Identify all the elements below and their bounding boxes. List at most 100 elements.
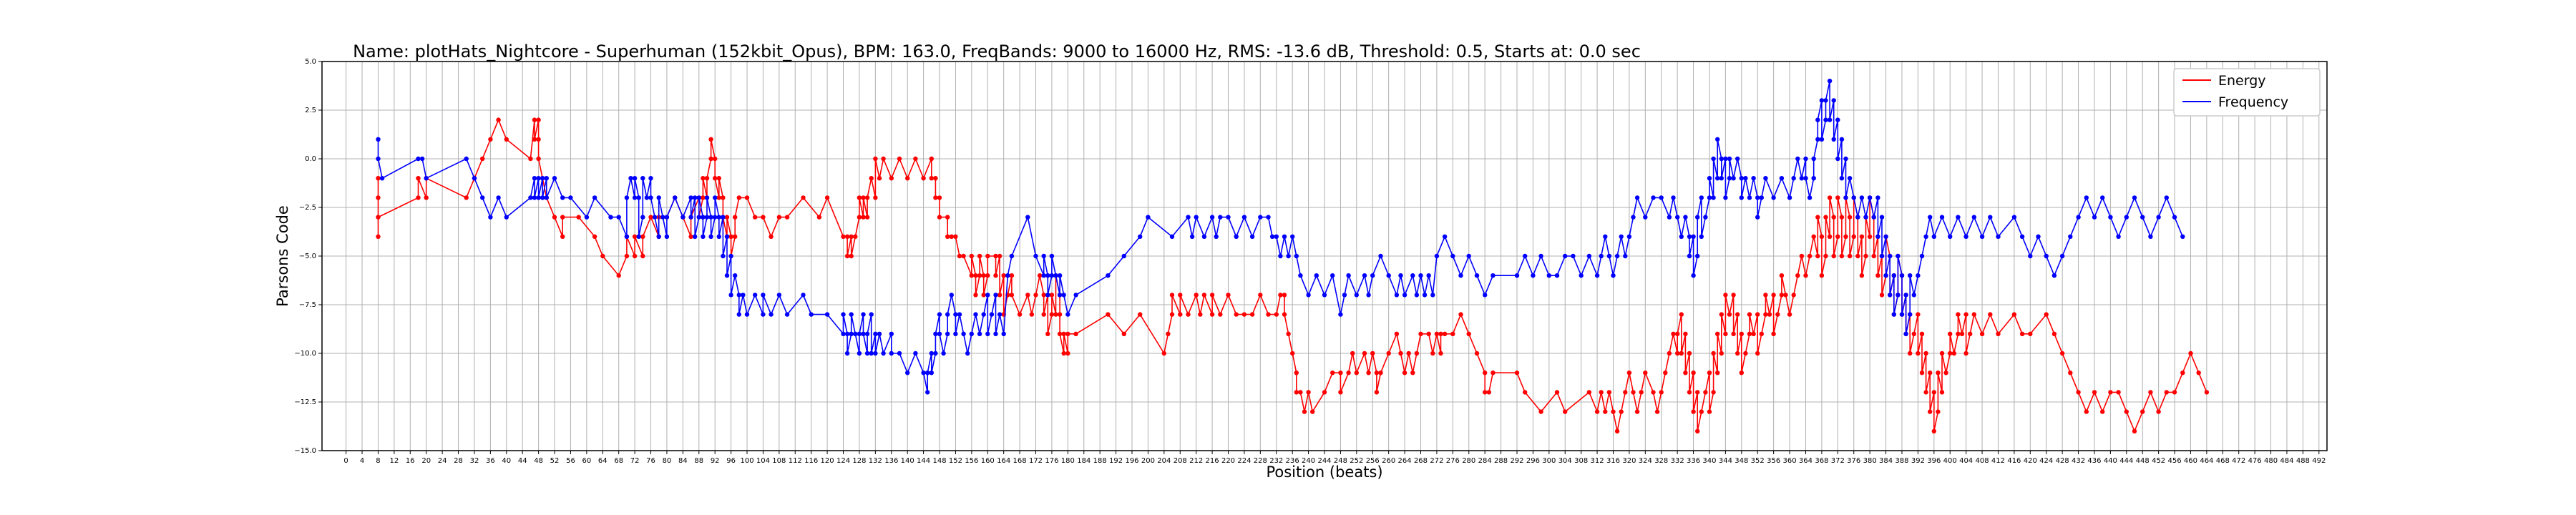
energy-data-point	[600, 253, 605, 259]
energy-data-point	[1654, 409, 1660, 414]
energy-data-point	[744, 195, 750, 200]
energy-data-point	[1386, 350, 1391, 356]
frequency-data-point	[1908, 312, 1913, 317]
energy-data-point	[933, 195, 938, 200]
energy-data-point	[1747, 312, 1752, 317]
energy-data-point	[861, 215, 866, 220]
frequency-data-point	[1414, 293, 1420, 298]
frequency-data-point	[648, 176, 653, 181]
energy-data-point	[1001, 273, 1006, 278]
frequency-data-point	[1771, 195, 1776, 200]
energy-data-point	[1483, 390, 1488, 395]
energy-data-point	[1586, 390, 1592, 395]
frequency-data-point	[704, 215, 710, 220]
energy-data-point	[1350, 350, 1355, 356]
energy-data-point	[801, 195, 806, 200]
x-tick-label: 84	[678, 457, 688, 465]
energy-data-point	[1626, 371, 1632, 376]
frequency-data-point	[1201, 234, 1207, 239]
energy-data-point	[1763, 312, 1768, 317]
frequency-data-point	[1138, 234, 1143, 239]
frequency-data-point	[736, 312, 742, 317]
frequency-data-point	[981, 312, 986, 317]
x-tick-label: 140	[901, 457, 914, 465]
energy-data-point	[1859, 273, 1865, 278]
frequency-data-point	[929, 371, 935, 376]
x-tick-label: 96	[726, 457, 736, 465]
frequency-data-point	[544, 195, 549, 200]
x-tick-label: 12	[390, 457, 399, 465]
frequency-data-point	[1121, 253, 1127, 259]
energy-data-point	[857, 215, 862, 220]
x-tick-label: 324	[1639, 457, 1652, 465]
frequency-data-point	[536, 195, 541, 200]
frequency-data-point	[1659, 195, 1664, 200]
frequency-data-point	[969, 331, 975, 336]
energy-data-point	[1623, 390, 1628, 395]
energy-data-point	[1053, 312, 1058, 317]
frequency-data-point	[1699, 195, 1704, 200]
energy-data-point	[1037, 273, 1043, 278]
energy-data-point	[873, 156, 878, 162]
frequency-data-point	[1474, 273, 1480, 278]
energy-data-point	[1683, 371, 1688, 376]
energy-data-point	[2140, 409, 2145, 414]
energy-data-point	[424, 195, 429, 200]
energy-data-point	[496, 117, 501, 122]
frequency-data-point	[1370, 273, 1375, 278]
frequency-data-point	[776, 293, 782, 298]
frequency-data-point	[877, 331, 882, 336]
frequency-data-point	[784, 312, 790, 317]
frequency-data-point	[1871, 215, 1876, 220]
frequency-data-point	[1342, 293, 1347, 298]
energy-data-point	[2044, 312, 2049, 317]
frequency-data-point	[708, 234, 713, 239]
x-tick-label: 32	[470, 457, 479, 465]
frequency-data-point	[1803, 176, 1808, 181]
x-tick-label: 356	[1767, 457, 1780, 465]
energy-data-point	[2059, 350, 2065, 356]
energy-data-point	[2164, 390, 2169, 395]
energy-data-point	[1963, 350, 1968, 356]
x-tick-label: 48	[534, 457, 543, 465]
energy-data-point	[1691, 371, 1696, 376]
x-tick-label: 76	[646, 457, 655, 465]
frequency-data-point	[532, 195, 537, 200]
x-tick-label: 332	[1671, 457, 1684, 465]
frequency-data-point	[937, 312, 942, 317]
frequency-data-point	[664, 234, 670, 239]
energy-data-point	[1727, 312, 1732, 317]
x-tick-label: 132	[869, 457, 882, 465]
frequency-data-point	[721, 215, 726, 220]
energy-data-point	[905, 176, 910, 181]
frequency-data-point	[2108, 215, 2113, 220]
energy-data-point	[1831, 215, 1836, 220]
frequency-data-point	[1269, 234, 1275, 239]
energy-data-point	[1278, 293, 1283, 298]
energy-data-point	[961, 253, 966, 259]
legend-energy-label: Energy	[2218, 73, 2266, 89]
energy-data-point	[1827, 234, 1833, 239]
energy-data-point	[1290, 350, 1295, 356]
frequency-data-point	[1634, 195, 1640, 200]
energy-data-point	[1294, 371, 1299, 376]
energy-data-point	[1739, 371, 1744, 376]
x-tick-label: 204	[1157, 457, 1171, 465]
frequency-data-point	[1963, 234, 1968, 239]
frequency-data-point	[2092, 215, 2097, 220]
x-tick-label: 456	[2168, 457, 2182, 465]
energy-data-point	[1029, 312, 1035, 317]
energy-data-point	[528, 156, 533, 162]
frequency-data-point	[1378, 253, 1383, 259]
x-tick-label: 264	[1398, 457, 1412, 465]
x-tick-label: 364	[1799, 457, 1813, 465]
frequency-data-point	[696, 215, 701, 220]
energy-data-point	[993, 273, 998, 278]
energy-data-point	[1839, 215, 1845, 220]
x-tick-label: 208	[1174, 457, 1187, 465]
energy-data-point	[1483, 371, 1488, 376]
energy-data-point	[1803, 273, 1808, 278]
x-tick-label: 20	[421, 457, 431, 465]
energy-data-point	[1963, 312, 1968, 317]
energy-data-point	[929, 156, 935, 162]
